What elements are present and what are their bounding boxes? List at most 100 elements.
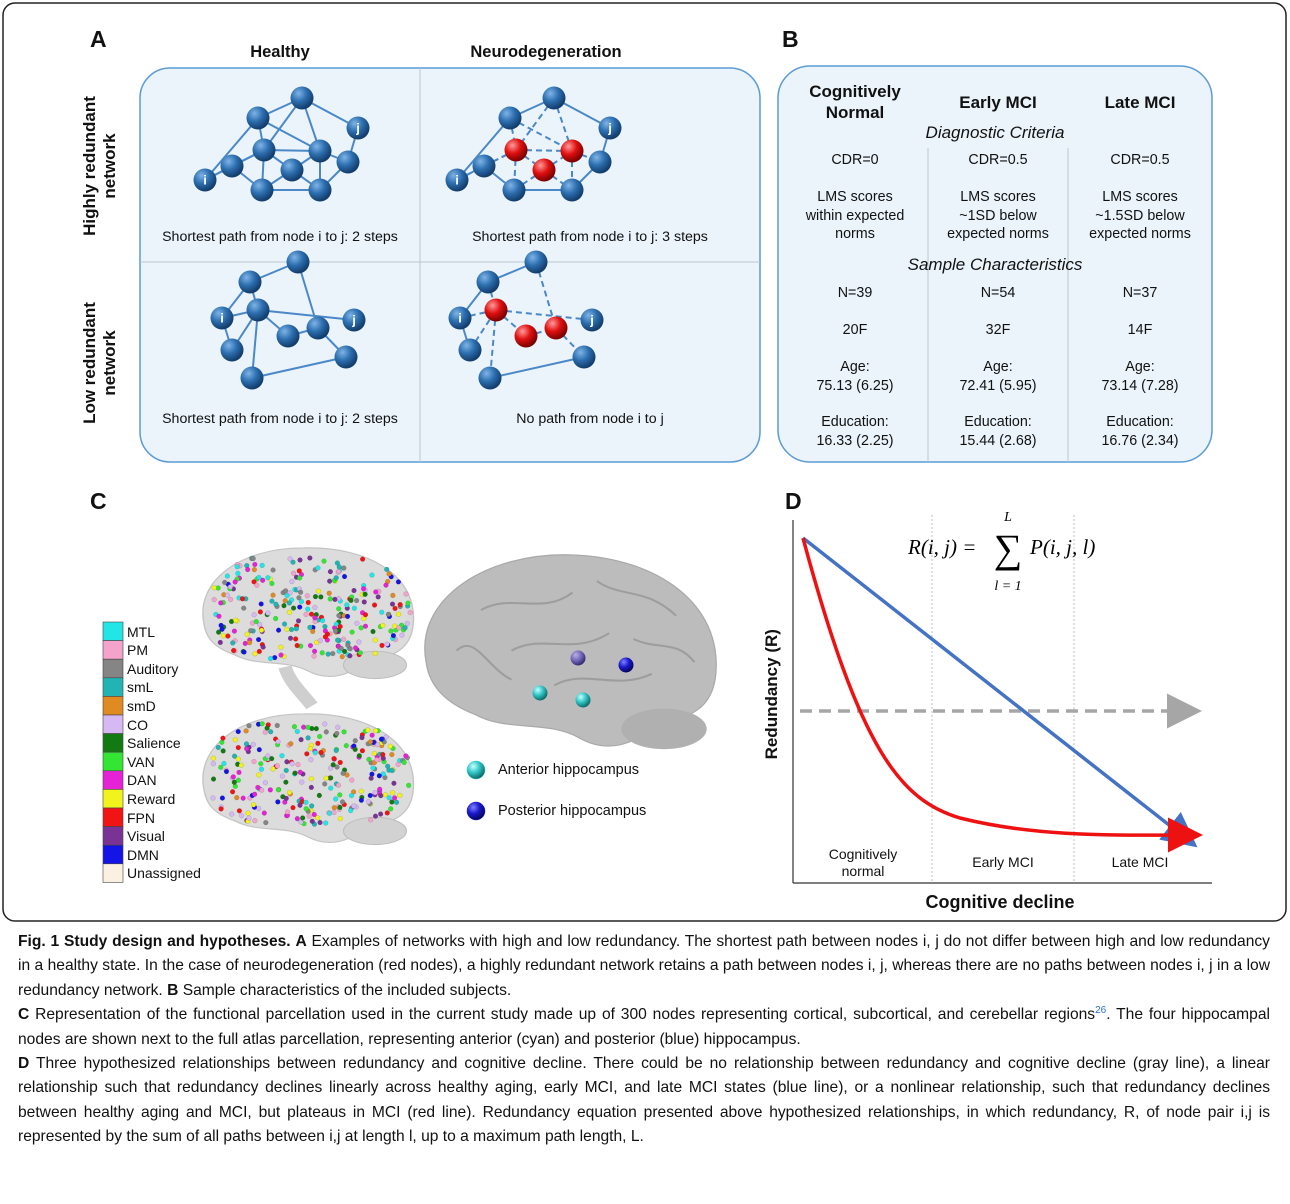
parcel-node (232, 780, 237, 785)
parcel-node (371, 629, 376, 634)
parcel-node (283, 780, 288, 785)
parcel-node (288, 741, 293, 746)
legend-label: Auditory (127, 660, 178, 678)
parcel-node (222, 580, 227, 585)
parcel-node (405, 621, 410, 626)
parcel-node (333, 628, 338, 633)
parcel-node (240, 596, 245, 601)
legend-swatch (103, 808, 123, 827)
parcel-node (212, 597, 217, 602)
parcel-node (252, 612, 257, 617)
network-node (253, 139, 276, 162)
x-axis-label: Cognitive decline (880, 893, 1120, 912)
lost-node (545, 317, 568, 340)
parcel-node (306, 600, 311, 605)
parcel-node (326, 652, 331, 657)
parcel-node (234, 795, 239, 800)
parcel-node (320, 650, 325, 655)
parcel-node (384, 567, 389, 572)
parcel-node (400, 633, 405, 638)
parcel-node (389, 752, 394, 757)
parcel-node (228, 597, 233, 602)
hippocampus-node (576, 693, 591, 708)
parcel-node (406, 783, 411, 788)
parcel-node (342, 729, 347, 734)
parcel-node (263, 820, 268, 825)
parcel-node (231, 648, 236, 653)
network-caption: Shortest path from node i to j: 2 steps (120, 228, 440, 247)
figure-caption: Fig. 1 Study design and hypotheses. A Ex… (18, 930, 1270, 1150)
parcel-node (368, 739, 373, 744)
parcel-node (315, 741, 320, 746)
legend-label: Salience (127, 734, 181, 752)
parcel-node (359, 798, 364, 803)
parcel-node (375, 742, 380, 747)
parcel-node (300, 816, 305, 821)
parcel-node (334, 748, 339, 753)
hippocampus-node (571, 651, 586, 666)
parcel-node (348, 808, 353, 813)
caption-part-label: C (18, 1006, 29, 1023)
network-node (543, 87, 566, 110)
parcel-node (280, 753, 285, 758)
equation-upper: L (1003, 510, 1012, 525)
figure: ijijijij R(i, j) = ∑ L l = 1 P(i, j, l) … (0, 0, 1290, 1204)
caption-text: Sample characteristics of the included s… (183, 982, 512, 999)
parcel-node (353, 747, 358, 752)
parcel-node (218, 640, 223, 645)
parcel-node (278, 645, 283, 650)
legend-label: VAN (127, 753, 155, 771)
equation-lhs: R(i, j) = (907, 535, 976, 559)
parcel-node (312, 812, 317, 817)
parcel-node (386, 612, 391, 617)
legend-label: FPN (127, 809, 155, 827)
parcel-node (314, 726, 319, 731)
parcel-node (304, 800, 309, 805)
parcel-node (229, 812, 234, 817)
parcel-node (232, 754, 237, 759)
parcel-node (373, 638, 378, 643)
network-node (335, 346, 358, 369)
parcel-node (327, 811, 332, 816)
parcel-node (391, 633, 396, 638)
parcel-node (309, 785, 314, 790)
caption-text: Three hypothesized relationships between… (18, 1055, 1270, 1145)
equation-operator: ∑ (994, 526, 1023, 571)
table-cell: LMS scores ~1SD below expected norms (928, 188, 1068, 244)
parcel-node (372, 603, 377, 608)
parcel-node (392, 781, 397, 786)
parcel-node (289, 579, 294, 584)
parcel-node (287, 610, 292, 615)
parcel-node (328, 786, 333, 791)
network-node (337, 151, 360, 174)
parcel-node (226, 634, 231, 639)
legend-swatch (103, 641, 123, 660)
parcel-node (265, 753, 270, 758)
parcel-node (265, 575, 270, 580)
parcel-node (390, 768, 395, 773)
parcel-node (372, 751, 377, 756)
parcel-node (389, 629, 394, 634)
parcel-node (299, 737, 304, 742)
node-label: j (607, 121, 612, 136)
parcel-node (339, 646, 344, 651)
parcel-node (349, 598, 354, 603)
node-label: i (220, 311, 224, 326)
parcel-node (356, 640, 361, 645)
parcel-node (328, 776, 333, 781)
legend-swatch (103, 678, 123, 697)
network-node (473, 155, 496, 178)
parcel-node (256, 773, 261, 778)
parcel-node (392, 796, 397, 801)
parcel-node (371, 766, 376, 771)
parcel-node (323, 821, 328, 826)
parcel-node (257, 747, 262, 752)
legend-label: Visual (127, 827, 165, 845)
legend-swatch (103, 696, 123, 715)
legend-label: DAN (127, 771, 157, 789)
parcel-node (309, 804, 314, 809)
stage-label: Cognitively normal (793, 846, 933, 880)
parcel-node (380, 623, 385, 628)
parcel-node (404, 592, 409, 597)
parcel-node (312, 605, 317, 610)
